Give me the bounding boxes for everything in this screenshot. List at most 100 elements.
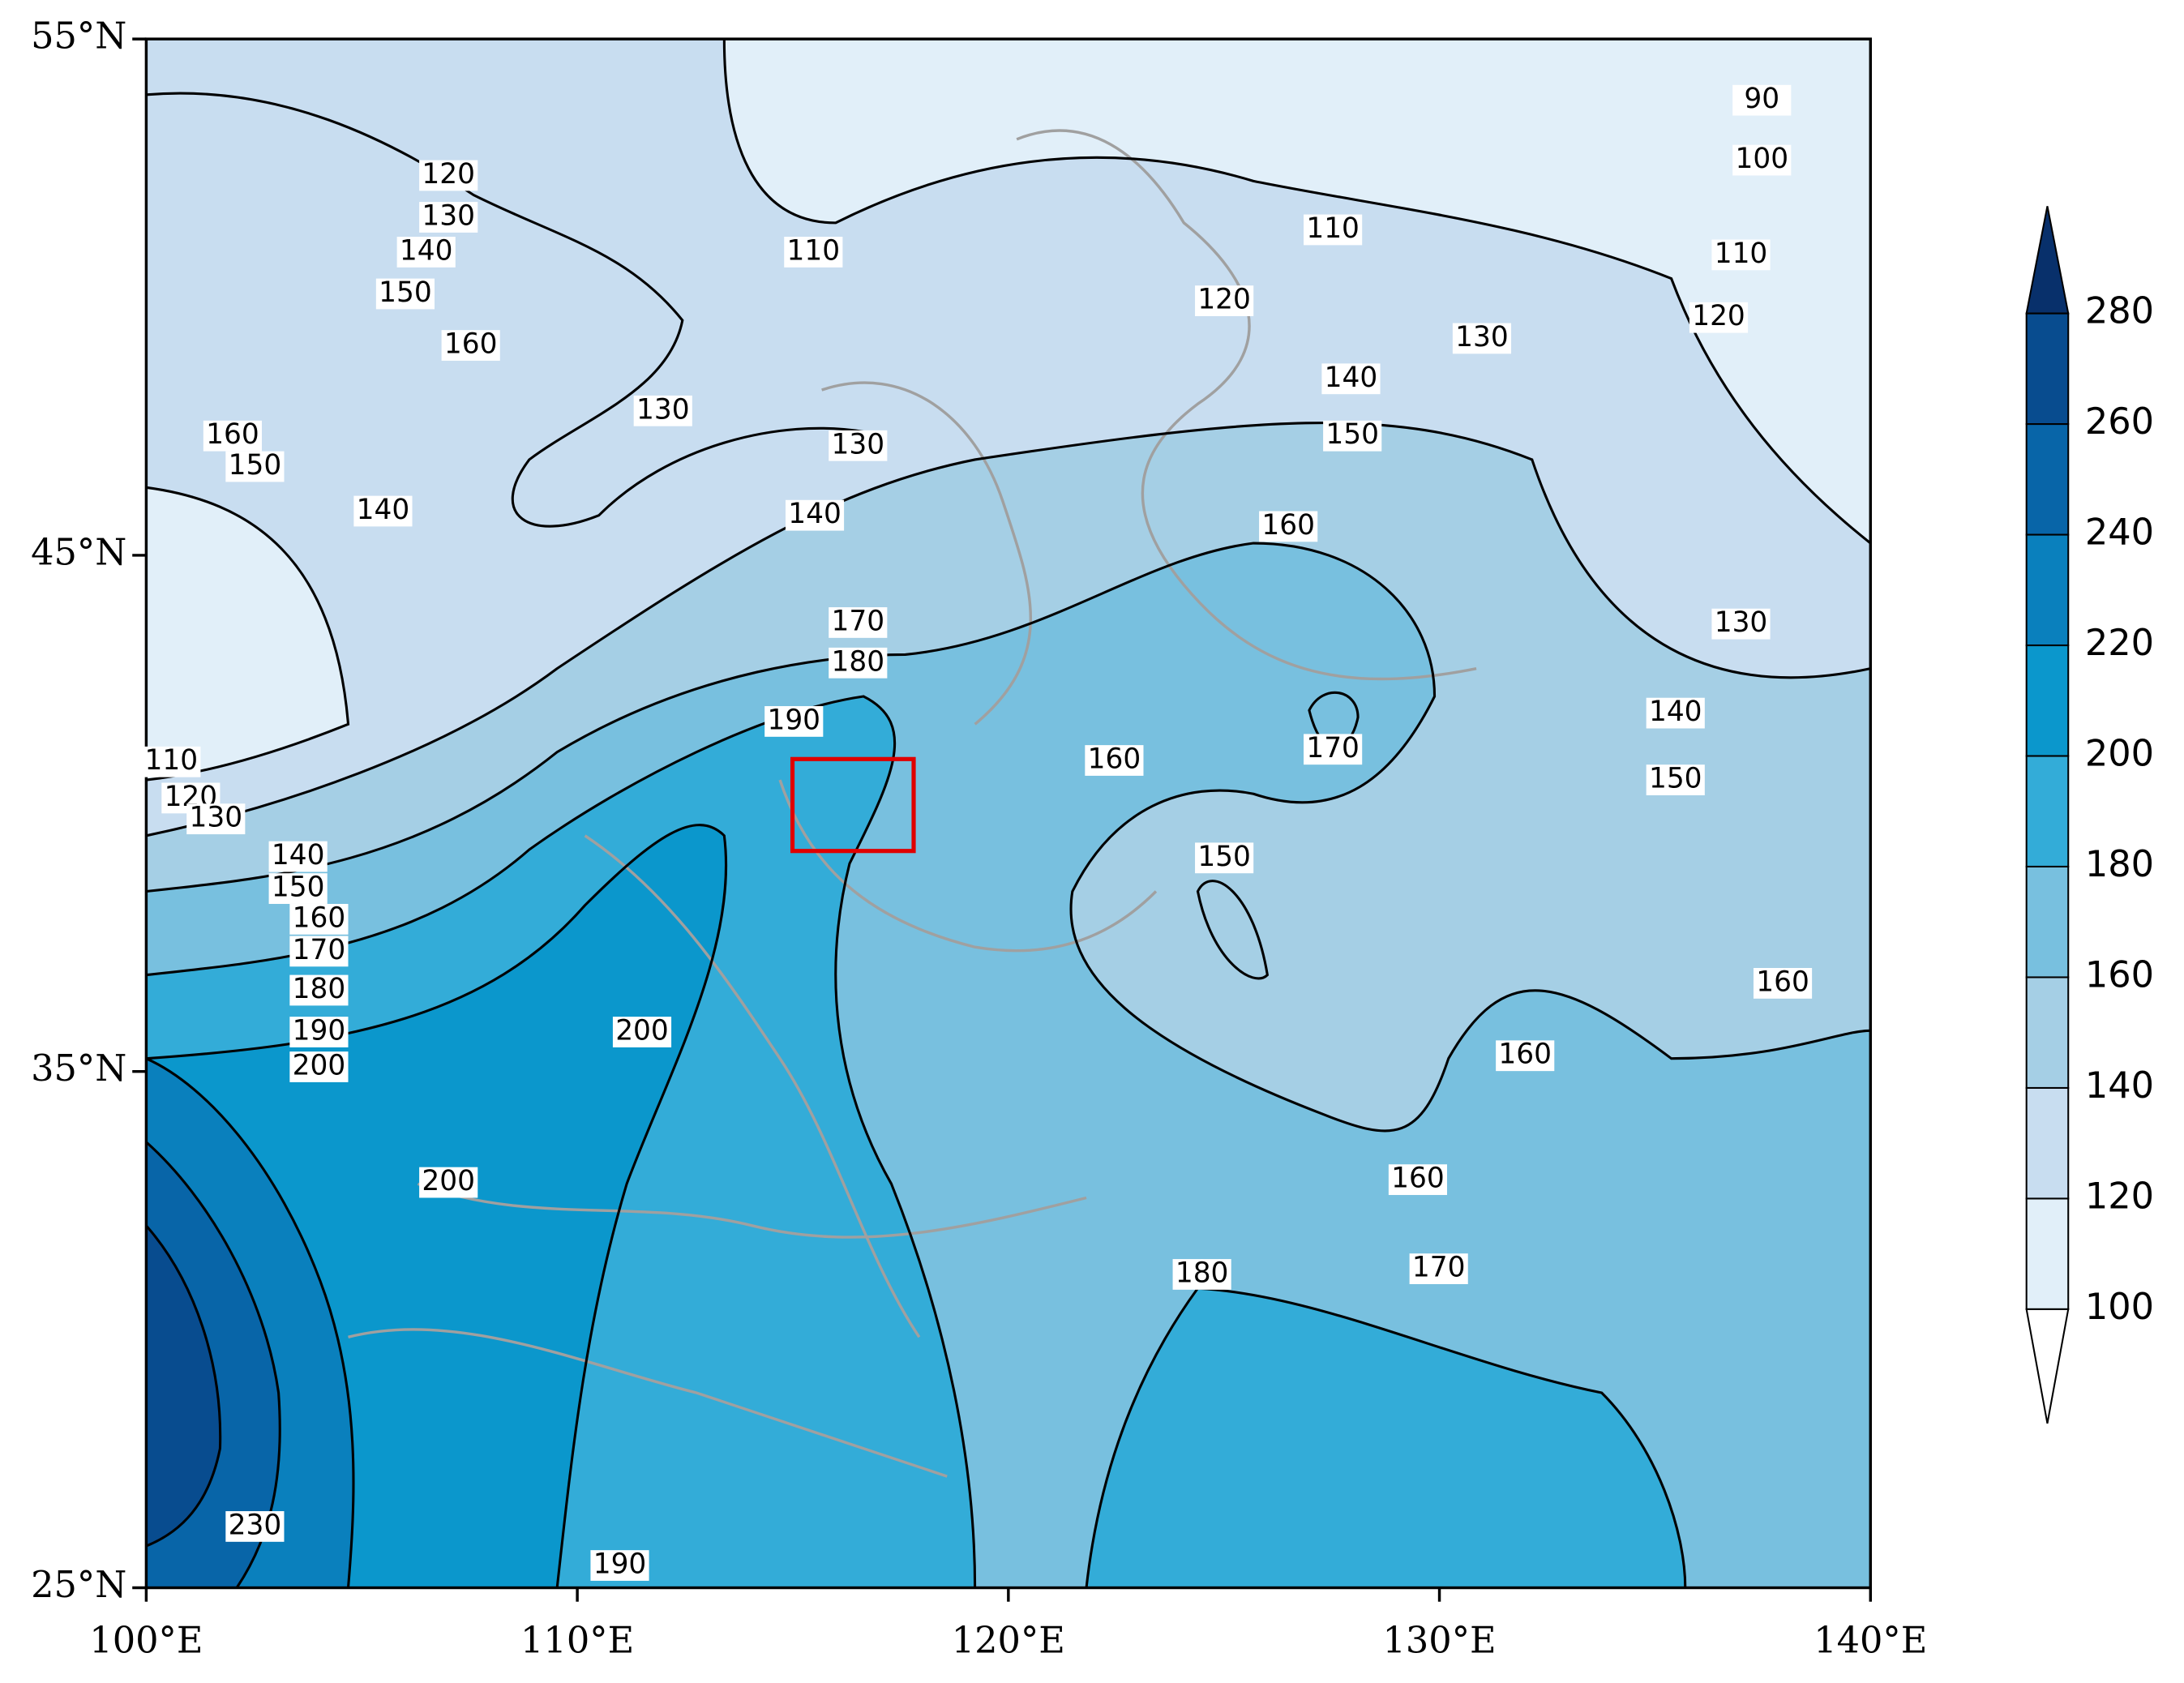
y-tick-label: 45°N [31,531,126,573]
band-region [1086,1288,1685,1588]
contour-label-bg [1259,511,1318,542]
contour-label: 160 [1498,1038,1552,1071]
y-tick-label: 25°N [31,1564,126,1606]
contour-label: 150 [1197,841,1251,873]
contour-label-bg [1085,745,1144,776]
colorbar-swatch [2025,976,2070,1089]
x-tick-label: 120°E [952,1620,1065,1662]
contour-label-bg [1195,842,1254,874]
colorbar-label: 200 [2085,732,2154,774]
contour-label: 110 [1715,238,1768,270]
contour-line [722,39,1871,545]
colorbar-under [2025,1308,2070,1424]
province-border [348,129,1477,1478]
contour-label-bg [142,746,201,777]
contour-label-bg [1753,968,1813,999]
colorbar-swatch [2025,1086,2070,1200]
contour-label-bg [785,499,845,531]
contour-label-bg [186,803,246,835]
contour-label: 180 [1176,1257,1229,1289]
contour-label-bg [289,903,349,935]
contour-label: 200 [422,1165,475,1197]
colorbar-label: 120 [2085,1175,2154,1217]
contour-label: 150 [272,871,325,904]
contour-label-bg [203,420,262,452]
x-tick-label: 130°E [1382,1620,1496,1662]
contour-label-bg [225,1511,285,1542]
contour-label-bg [1323,420,1382,452]
contour-label: 170 [1306,732,1360,764]
contour-label: 170 [293,934,346,966]
study-area-box [790,756,916,854]
contour-label: 230 [229,1509,282,1541]
contour-line [146,92,864,528]
colorbar-swatch [2025,1197,2070,1310]
contour-label: 130 [1455,321,1509,353]
contour-label: 150 [229,449,282,482]
contour-label-bg [1711,239,1771,271]
contour-label: 180 [831,645,884,678]
x-tick-label: 110°E [520,1620,634,1662]
contour-label-bg [1388,1164,1448,1196]
contour-label: 100 [1735,143,1788,175]
contour-label: 140 [400,234,453,267]
contour-label-bg [1689,302,1749,333]
contour-label: 140 [272,839,325,871]
contour-label-bg [289,1017,349,1047]
band-region [146,1225,221,1546]
contour-label-bg [1646,764,1705,795]
contour-label-bg [268,873,328,904]
contour-label-bg [1496,1040,1555,1072]
contour-label: 190 [593,1548,647,1581]
contour-label: 140 [1325,362,1378,394]
contour-label: 160 [1391,1163,1445,1195]
y-tick-label: 35°N [31,1047,126,1090]
contour-label-bg [1172,1259,1231,1290]
contour-label-bg [1195,285,1254,316]
contour-label-bg [829,430,888,461]
colorbar-swatch [2025,423,2070,536]
contour-label-bg [590,1550,649,1581]
contour-label-bg [289,936,349,967]
contour-label: 150 [1649,763,1702,795]
contour-label-bg [1304,734,1363,765]
contour-label: 190 [293,1015,346,1047]
contour-label-bg [419,160,478,191]
contour-label: 200 [615,1015,669,1047]
contour-label: 140 [1649,696,1702,728]
contour-label: 160 [1756,966,1809,998]
colorbar-over [2025,206,2070,315]
contour-label-bg [1732,84,1792,116]
band-region [146,39,1871,836]
band-region [724,39,1871,544]
colorbar-label: 100 [2085,1286,2154,1328]
contour-line [146,486,350,782]
band-region [146,487,349,781]
colorbar-label: 280 [2085,290,2154,332]
contour-label: 160 [293,901,346,934]
filled-contours [146,39,1871,1588]
contour-label-bg [612,1017,672,1047]
y-tick-label: 55°N [31,15,126,58]
contour-label-bg [1304,214,1363,246]
colorbar-label: 180 [2085,843,2154,885]
colorbar-swatch [2025,755,2070,868]
contour-label: 170 [831,605,884,637]
colorbar-swatch [2025,312,2070,426]
contour-label-bg [353,495,413,527]
contour-label: 120 [1692,300,1745,332]
contour-label-bg [1452,323,1512,354]
colorbar-label: 240 [2085,512,2154,554]
contour-label-bg [289,1051,349,1082]
contour-label-bg [419,202,478,233]
contour-label: 90 [1744,83,1779,115]
x-tick-label: 140°E [1814,1620,1927,1662]
contour-label: 130 [1715,606,1768,639]
contour-line [146,695,977,1588]
colorbar-label: 160 [2085,953,2154,996]
contour-label: 130 [636,393,690,426]
contour-line [1085,1287,1687,1588]
contour-label-bg [1409,1253,1468,1284]
